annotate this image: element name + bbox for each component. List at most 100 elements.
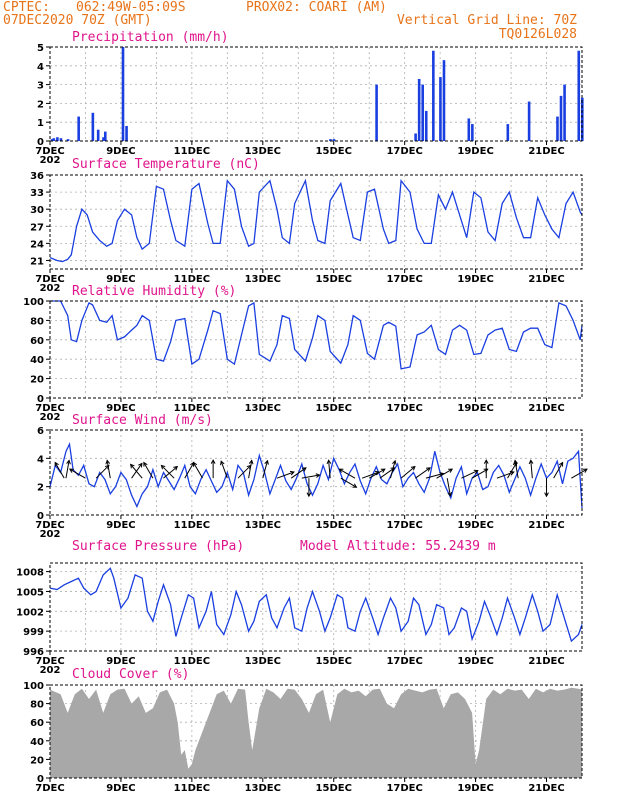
rh-xtick-label: 21DEC [528,403,564,414]
wind-ytick-label: 6 [37,426,44,437]
wind-year-label: 202 [40,529,61,540]
wind-arrow [436,468,453,479]
temp-xtick-label: 19DEC [457,274,493,285]
pressure-title: Surface Pressure (hPa) [72,539,244,554]
cloud-ytick-label: 40 [30,737,44,748]
wind-arrowhead [192,461,198,467]
rh-title: Relative Humidity (%) [72,284,236,299]
pressure-ytick-label: 1005 [16,587,44,598]
precip-bar [96,129,100,141]
temp-xtick-label: 11DEC [174,274,210,285]
wind-arrow [328,460,331,479]
rh-ytick-label: 80 [30,316,44,327]
wind-arrowhead [410,465,416,471]
precip-year-label: 202 [40,155,61,166]
wind-arrow [301,474,320,479]
rh-xtick-label: 11DEC [174,403,210,414]
run-id-label: TQ0126L028 [499,27,577,42]
wind-arrowhead [513,459,518,465]
cloud-ytick-label: 60 [30,718,44,729]
precip-bar [414,133,417,141]
wind-xtick-label: 11DEC [174,520,210,531]
pressure-xtick-label: 21DEC [528,656,564,667]
pressure-ytick-label: 1008 [16,568,44,579]
panel-pressure: Surface Pressure (hPa) Model Altitude: 55… [16,539,583,676]
wind-arrow [220,461,228,479]
panel-wind: Surface Wind (m/s) 0 2 4 6 7DEC 9DEC 11DEC 13DEC… [35,413,588,540]
cloud-frame [49,684,583,779]
wind-xtick-label: 21DEC [528,520,564,531]
precip-ytick-label: 0 [37,137,44,148]
wind-arrow [143,462,154,479]
wind-arrow [163,466,178,479]
precip-bar [103,131,107,141]
wind-arrow [530,460,533,479]
wind-arrowhead [129,463,135,469]
precip-bar [442,60,446,141]
precip-xtick-label: 19DEC [457,146,493,157]
wind-arrow [69,468,86,479]
wind-arrowhead [448,468,454,473]
temp-xtick-label: 13DEC [245,274,281,285]
cloud-xtick-label: 21DEC [528,783,564,794]
precip-ytick-label: 4 [37,62,44,73]
cloud-ytick-label: 0 [37,774,44,785]
wind-arrowhead [306,492,312,498]
station-label: PROX02: COARI (AM) [246,0,387,15]
wind-arrowhead [473,469,479,475]
wind-arrow [290,467,307,479]
panel-rh: Relative Humidity (%) 0 20 40 60 80 100 7DEC 9DE… [23,284,583,423]
temp-ytick-label: 30 [30,205,44,216]
rh-ytick-label: 100 [23,297,44,308]
wind-arrow [106,460,111,479]
wind-arrowhead [558,461,564,467]
pressure-xtick-label: 17DEC [386,656,422,667]
wind-arrow [237,465,252,479]
temp-xtick-label: 9DEC [106,274,135,285]
precip-bar [121,47,125,141]
wind-arrow [471,468,488,479]
cloud-ytick-label: 80 [30,700,44,711]
precip-ytick-label: 3 [37,81,44,92]
wind-arrow [262,460,268,479]
rh-xtick-label: 15DEC [316,403,352,414]
precip-bar [577,50,581,142]
wind-arrow [507,462,517,479]
wind-arrowhead [220,460,225,466]
pressure-xtick-label: 9DEC [106,656,135,667]
temp-ytick-label: 36 [30,171,44,182]
precip-bar [424,110,428,141]
wind-line [49,442,583,509]
wind-arrow [425,473,444,479]
precip-bar [77,116,80,141]
chart-header: CPTEC: 062:49W-05:09S PROX02: COARI (AM)… [3,0,577,42]
wind-arrow [400,466,416,479]
temp-xtick-label: 15DEC [316,274,352,285]
wind-arrowhead [380,468,386,473]
cloud-ytick-label: 100 [23,681,44,692]
temp-ytick-label: 21 [30,256,44,267]
wind-xtick-label: 13DEC [245,520,281,531]
wind-arrowhead [248,459,254,465]
wind-arrowhead [352,483,358,488]
wind-xtick-label: 19DEC [457,520,493,531]
cloud-ytick-label: 20 [30,755,44,766]
wind-arrow [184,462,195,479]
temp-xtick-label: 21DEC [528,274,564,285]
wind-arrow [54,462,65,479]
panel-cloud: Cloud Cover (%) 0 20 40 60 80 100 7DEC 9DEC 11DEC… [23,667,583,794]
wind-arrowhead [210,459,216,464]
wind-arrowhead [582,468,588,473]
wind-arrowhead [326,459,332,465]
wind-arrowhead [447,491,453,497]
wind-arrow [248,460,253,479]
temp-year-label: 202 [40,283,61,294]
temp-ytick-label: 24 [30,239,44,250]
wind-arrow [446,478,451,496]
precip-bar [329,139,332,141]
precip-xtick-label: 9DEC [106,146,135,157]
pressure-xtick-label: 15DEC [316,656,352,667]
precip-ytick-label: 2 [37,99,44,110]
wind-arrow [95,465,110,479]
temp-xtick-label: 17DEC [386,274,422,285]
